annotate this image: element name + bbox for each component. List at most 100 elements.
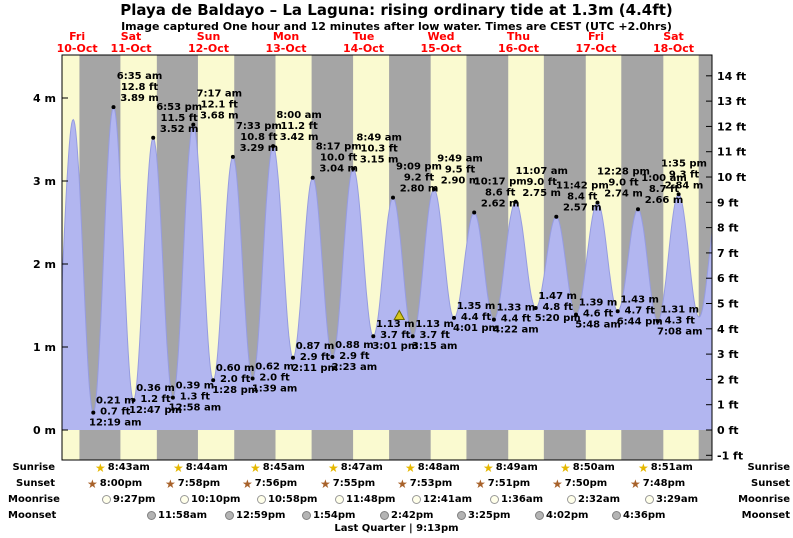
low-tide-annotation: 1:39 am <box>252 384 298 395</box>
high-tide-annotation: 3.52 m <box>160 124 199 135</box>
high-tide-annotation: 3.68 m <box>200 111 239 122</box>
high-tide-annotation: 2.66 m <box>645 195 684 206</box>
low-tide-annotation: 5:48 am <box>575 320 621 331</box>
meter-tick-label: 3 m <box>33 175 56 188</box>
low-tide-annotation: 1.31 m <box>661 304 700 315</box>
high-tide-annotation: 11.2 ft <box>280 121 318 132</box>
tide-extreme-dot <box>371 334 376 339</box>
date-label: 14-Oct <box>343 42 384 55</box>
feet-tick-label: -1 ft <box>717 449 743 462</box>
sunset-row-label-left: Sunset <box>16 478 55 489</box>
high-tide-annotation: 3.15 m <box>360 155 399 166</box>
moonrise-entry: 1:36am <box>490 493 543 506</box>
high-tide-annotation: 8:00 am <box>276 110 322 121</box>
low-tide-annotation: 2:11 pm <box>292 363 338 374</box>
high-tide-annotation: 1:00 am <box>641 173 687 184</box>
sunset-time: 7:56pm <box>254 478 298 489</box>
feet-tick-label: 4 ft <box>717 323 739 336</box>
sunrise-time: 8:44am <box>185 462 228 473</box>
meter-tick-label: 4 m <box>33 92 56 105</box>
date-label: 10-Oct <box>57 42 98 55</box>
sunset-star-icon: ★ <box>475 476 486 491</box>
high-tide-annotation: 9:49 am <box>437 153 483 164</box>
day-label: Sat <box>663 30 684 43</box>
moonrise-icon <box>645 495 654 504</box>
current-tide-marker <box>393 309 406 320</box>
moonrise-time: 9:27pm <box>113 494 156 505</box>
moonrise-entry: 3:29am <box>645 493 698 506</box>
tide-extreme-dot <box>655 319 660 324</box>
sunrise-entry: ★ 8:45am <box>250 461 305 474</box>
low-tide-annotation: 1.39 m <box>579 298 618 309</box>
tide-extreme-dot <box>170 395 175 400</box>
low-tide-annotation: 3.7 ft <box>420 330 451 341</box>
high-tide-annotation: 2.74 m <box>604 189 643 200</box>
sunrise-entry: ★ 8:44am <box>173 461 228 474</box>
sunrise-star-icon: ★ <box>328 460 339 475</box>
day-label: Mon <box>273 30 299 43</box>
sunrise-entry: ★ 8:47am <box>328 461 383 474</box>
low-tide-annotation: 4.7 ft <box>625 305 656 316</box>
feet-tick-label: 0 ft <box>717 424 739 437</box>
low-tide-annotation: 0.7 ft <box>100 407 131 418</box>
low-tide-annotation: 2.0 ft <box>220 374 251 385</box>
high-tide-annotation: 9:09 pm <box>396 162 442 173</box>
moonrise-time: 11:48pm <box>346 494 396 505</box>
tide-extreme-dot <box>676 192 681 197</box>
feet-tick-label: 7 ft <box>717 247 739 260</box>
date-label: 18-Oct <box>653 42 694 55</box>
chart-title: Playa de Baldayo – La Laguna: rising ord… <box>120 1 673 19</box>
moonset-entry: 2:42pm <box>380 509 433 522</box>
low-tide-annotation: 3.7 ft <box>380 330 411 341</box>
moonset-icon <box>225 511 234 520</box>
moonset-icon <box>302 511 311 520</box>
date-label: 13-Oct <box>265 42 306 55</box>
tide-extreme-dot <box>351 166 356 171</box>
moonset-time: 1:54pm <box>313 510 356 521</box>
moonrise-entry: 9:27pm <box>102 493 155 506</box>
sunrise-row-label-left: Sunrise <box>12 462 55 473</box>
high-tide-annotation: 2.62 m <box>481 199 520 210</box>
high-tide-annotation: 10:17 pm <box>474 177 527 188</box>
feet-tick-label: 12 ft <box>717 120 746 133</box>
sunrise-time: 8:43am <box>107 462 150 473</box>
low-tide-annotation: 2.0 ft <box>259 373 290 384</box>
sunrise-time: 8:51am <box>650 462 693 473</box>
date-label: 11-Oct <box>110 42 151 55</box>
sunset-star-icon: ★ <box>87 476 98 491</box>
sunrise-star-icon: ★ <box>405 460 416 475</box>
tide-extreme-dot <box>211 378 216 383</box>
high-tide-annotation: 10.0 ft <box>320 153 358 164</box>
low-tide-annotation: 0.88 m <box>335 340 374 351</box>
moonset-entry: 11:58am <box>147 509 207 522</box>
low-tide-annotation: 2:23 am <box>332 362 378 373</box>
moonset-icon <box>612 511 621 520</box>
feet-tick-label: 11 ft <box>717 146 746 159</box>
tide-area <box>62 107 712 430</box>
moonrise-row-label-right: Moonrise <box>738 494 790 505</box>
moonset-time: 12:59pm <box>236 510 286 521</box>
high-tide-annotation: 9.0 ft <box>527 177 558 188</box>
moonrise-icon <box>335 495 344 504</box>
low-tide-annotation: 4.3 ft <box>665 315 696 326</box>
day-label: Sun <box>197 30 221 43</box>
high-tide-annotation: 8.6 ft <box>485 188 516 199</box>
moonset-time: 4:36pm <box>623 510 666 521</box>
sunrise-star-icon: ★ <box>173 460 184 475</box>
day-label: Thu <box>507 30 530 43</box>
day-label: Wed <box>427 30 454 43</box>
high-tide-annotation: 3.04 m <box>319 164 358 175</box>
low-tide-annotation: 2.9 ft <box>300 352 331 363</box>
moonrise-icon <box>102 495 111 504</box>
feet-tick-label: 10 ft <box>717 171 746 184</box>
moonset-entry: 4:36pm <box>612 509 665 522</box>
high-tide-annotation: 8.4 ft <box>567 192 598 203</box>
low-tide-annotation: 7:08 am <box>657 326 703 337</box>
high-tide-annotation: 11:07 am <box>515 166 567 177</box>
moonrise-entry: 10:58pm <box>257 493 317 506</box>
tide-extreme-dot <box>491 317 496 322</box>
moonrise-icon <box>180 495 189 504</box>
high-tide-annotation: 9.2 ft <box>404 173 435 184</box>
sunset-time: 7:55pm <box>332 478 376 489</box>
low-tide-annotation: 4.4 ft <box>501 314 532 325</box>
